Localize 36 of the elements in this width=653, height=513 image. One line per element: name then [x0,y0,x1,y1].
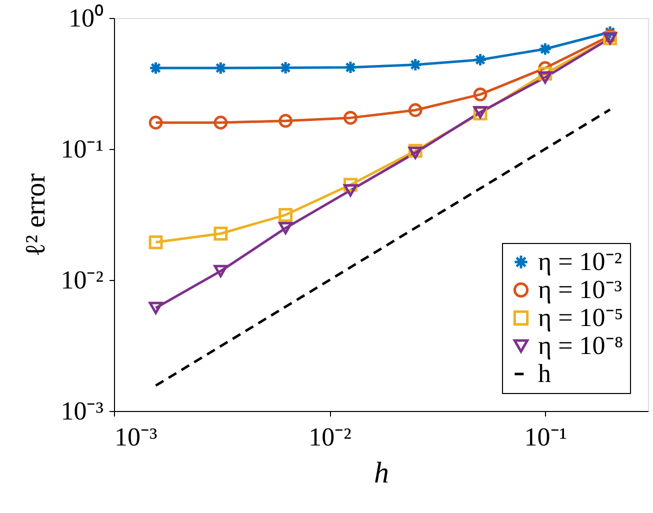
legend-label: η = 10⁻² [538,247,622,276]
legend-label: η = 10⁻⁸ [538,331,624,360]
x-axis-title: h [374,456,389,490]
point [148,235,163,250]
point [148,302,163,314]
point [473,52,488,67]
x-tick-label: 10⁻² [308,422,352,452]
point [538,42,552,56]
x-tick-label: 10⁻³ [114,422,158,452]
point [148,61,163,75]
y-axis-title: ℓ² error [20,172,52,257]
y-tick-label: 10⁻² [60,266,104,294]
legend-label: h [538,359,551,388]
point [538,71,552,84]
point [278,60,293,75]
point [473,87,488,102]
point [408,58,422,72]
legend-label: η = 10⁻⁵ [538,303,624,332]
point [278,114,293,128]
point [408,146,422,159]
point [408,103,422,118]
point [214,226,228,241]
point [214,264,228,278]
point [344,110,358,125]
y-tick-label: 10⁻¹ [60,134,104,164]
point [278,222,293,234]
legend-label: η = 10⁻³ [538,275,622,304]
point [214,116,228,130]
point [278,208,293,222]
point [344,184,358,196]
point [148,116,163,130]
y-tick-label: 10⁻³ [60,396,104,426]
y-tick-label: 10⁰ [68,4,104,32]
point [344,60,358,74]
point [214,61,228,75]
x-tick-label: 10⁻¹ [524,422,568,452]
